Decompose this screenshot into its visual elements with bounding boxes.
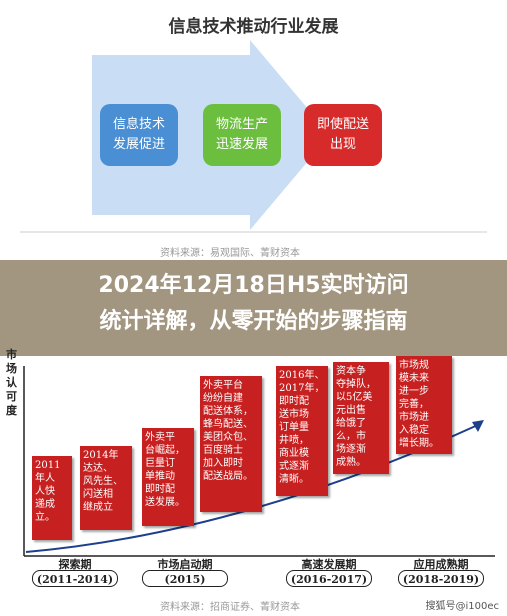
bottom-source-note: 资料来源：招商证券、菁财资本 — [160, 602, 300, 613]
timeline-card-3: 外卖平 台崛起， 巨量订 单推动 即时配 送发展。 — [142, 428, 194, 526]
timeline-card-6: 资本争 夺掉队， 以5亿美 元出售 给饿了 么，市 场逐渐 成熟。 — [333, 362, 389, 474]
banner-title-line-1: 2024年12月18日H5实时访问 — [98, 273, 409, 298]
top-source-note: 资料来源：易观国际、菁财资本 — [160, 248, 300, 259]
timeline-card-2: 2014年 达达、 风先生、 闪送相 继成立 — [80, 446, 132, 530]
banner-title: 2024年12月18日H5实时访问 统计详解，从零开始的步骤指南 — [0, 268, 507, 340]
timeline-card-5: 2016年、 2017年， 即时配 送市场 订单量 井喷， 商业模 式逐渐 清晰… — [276, 366, 328, 496]
timeline-card-1: 2011 年人 人快 递成 立。 — [32, 456, 72, 540]
period-range-1: (2011-2014) — [32, 570, 118, 587]
flow-box-1: 信息技术 发展促进 — [100, 104, 178, 166]
timeline-card-7: 市场规 模未来 进一步 完善， 市场进 入稳定 增长期。 — [396, 356, 452, 454]
period-range-4: (2018-2019) — [398, 570, 484, 587]
y-axis-label: 市场认可度 — [6, 348, 17, 417]
growth-curve — [23, 366, 495, 557]
top-diagram-title: 信息技术推动行业发展 — [168, 17, 339, 37]
flow-box-2: 物流生产 迅速发展 — [203, 104, 281, 166]
period-label-1: 探索期 — [58, 558, 92, 571]
period-range-3: (2016-2017) — [286, 570, 372, 587]
period-range-2: (2015) — [142, 570, 228, 587]
banner-title-line-2: 统计详解，从零开始的步骤指南 — [99, 309, 408, 334]
period-label-2: 市场启动期 — [157, 558, 213, 571]
top-diagram: 信息技术推动行业发展 信息技术 发展促进 物流生产 迅速发展 即使配送 出现 资… — [0, 0, 507, 260]
watermark: 搜狐号@i100ec — [425, 601, 499, 612]
period-label-3: 高速发展期 — [301, 558, 357, 571]
timeline-card-4: 外卖平台 纷纷自建 配送体系， 蜂鸟配送、 美团众包、 百度骑士 加入即时 配送… — [200, 376, 262, 512]
flow-box-3: 即使配送 出现 — [304, 104, 382, 166]
period-label-4: 应用成熟期 — [413, 558, 469, 571]
title-banner — [0, 260, 507, 356]
